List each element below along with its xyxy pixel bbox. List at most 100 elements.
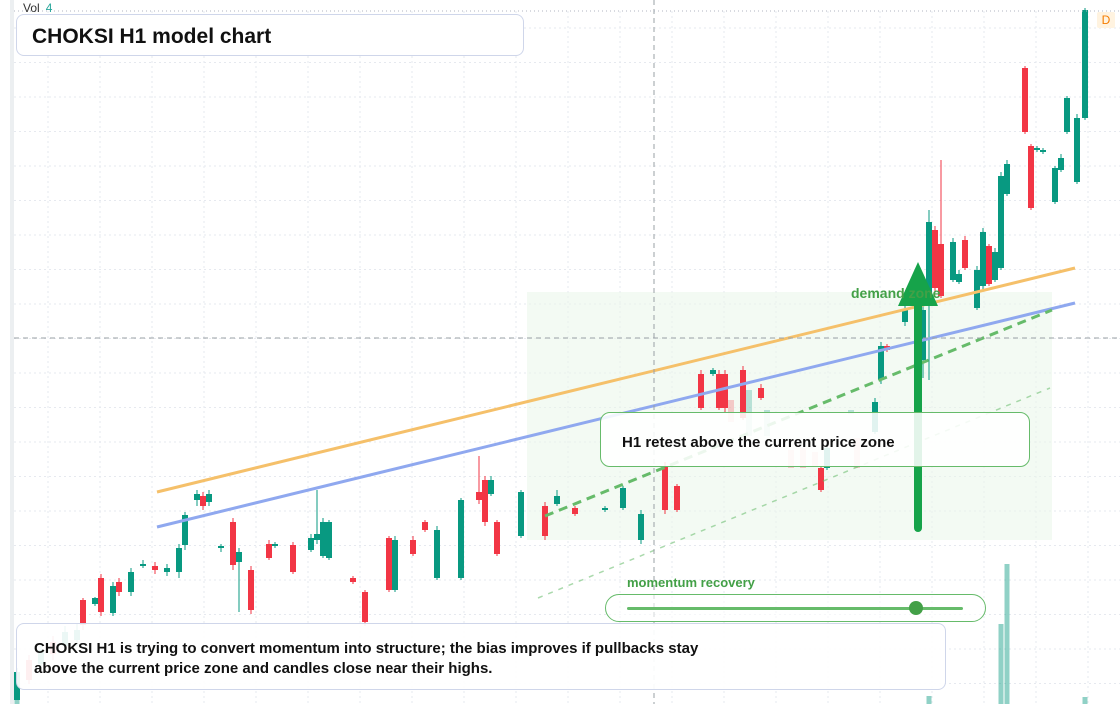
candle: [326, 520, 332, 560]
candle-body: [602, 508, 608, 510]
candle: [974, 266, 980, 310]
candle: [554, 490, 560, 506]
candle-body: [1028, 146, 1034, 208]
candle: [488, 476, 494, 496]
candle: [818, 466, 824, 492]
candle: [110, 582, 116, 616]
candle-body: [494, 522, 500, 554]
volume-value: 4: [45, 1, 53, 15]
candle: [932, 226, 938, 292]
candle: [218, 544, 224, 552]
candle: [572, 506, 578, 516]
candle-body: [164, 568, 170, 572]
candle: [386, 536, 392, 592]
candle: [308, 534, 314, 552]
candle-body: [482, 480, 488, 522]
candle: [434, 526, 440, 580]
candle: [518, 490, 524, 538]
candle-body: [620, 488, 626, 508]
candle: [986, 244, 992, 286]
candle: [758, 384, 764, 400]
candle: [638, 510, 644, 544]
candle: [422, 520, 428, 532]
candle: [392, 536, 398, 592]
candle-body: [698, 374, 704, 408]
candle-body: [206, 494, 212, 502]
candle-body: [758, 388, 764, 398]
candle-body: [1004, 164, 1010, 194]
candle-body: [554, 496, 560, 504]
crosshair: [14, 0, 1120, 704]
candle: [92, 597, 98, 606]
candle-body: [362, 592, 368, 622]
candle-body: [878, 346, 884, 380]
timeframe-badge[interactable]: D: [1097, 12, 1115, 28]
candle-body: [572, 508, 578, 514]
candle-body: [128, 572, 134, 592]
candle: [1082, 8, 1088, 120]
candle: [1004, 160, 1010, 196]
note-text: CHOKSI H1 is trying to convert momentum …: [34, 640, 699, 677]
volume-legend: Vol 4: [23, 1, 52, 15]
candle-body: [176, 548, 182, 572]
candle-body: [956, 274, 962, 282]
candle-body: [1022, 68, 1028, 132]
candle: [410, 536, 416, 556]
candle-body: [98, 578, 104, 612]
candle-body: [638, 514, 644, 540]
candle: [152, 562, 158, 574]
retest-text: H1 retest above the current price zone: [622, 434, 895, 451]
candle-body: [92, 598, 98, 604]
candle-body: [932, 230, 938, 288]
candle-body: [248, 570, 254, 610]
candle: [662, 462, 668, 514]
candle: [350, 576, 356, 584]
candle-body: [392, 540, 398, 590]
volume-label: Vol: [23, 1, 40, 15]
candle-body: [326, 522, 332, 558]
candle-body: [152, 566, 158, 570]
momentum-knob[interactable]: [908, 601, 923, 615]
candle: [362, 590, 368, 626]
candle: [272, 542, 278, 548]
candle: [236, 548, 242, 612]
candle-body: [722, 374, 728, 408]
candle-body: [1034, 148, 1040, 150]
volume-bar: [998, 624, 1004, 704]
candle: [698, 370, 704, 410]
candle-body: [674, 486, 680, 510]
candle-body: [1052, 168, 1058, 202]
volume-bar: [926, 696, 932, 704]
chart-title: CHOKSI H1 model chart: [32, 25, 272, 48]
candle: [266, 540, 272, 560]
candle: [206, 490, 212, 506]
candle-body: [662, 466, 668, 510]
candle-body: [218, 546, 224, 548]
candle-body-faded: [728, 400, 734, 422]
candle-body: [950, 242, 956, 280]
candle-body: [818, 468, 824, 490]
candle: [176, 544, 182, 578]
candle-body: [80, 600, 86, 625]
candle-body: [710, 370, 716, 374]
momentum-slider[interactable]: [605, 594, 986, 622]
candle-body: [422, 522, 428, 530]
candle: [164, 564, 170, 576]
candle-body: [740, 370, 746, 418]
candle: [314, 490, 320, 544]
left-axis-strip: [10, 0, 14, 704]
candle: [1058, 154, 1064, 172]
candle: [938, 160, 944, 298]
candle: [1052, 166, 1058, 204]
candle-body: [236, 552, 242, 562]
candle-body: [1064, 98, 1070, 132]
candle: [740, 366, 746, 420]
candle: [998, 172, 1004, 270]
candle-body: [272, 544, 278, 546]
candle-body: [998, 176, 1004, 268]
candle-body: [116, 582, 122, 592]
candle-body: [290, 545, 296, 572]
candle-body: [920, 310, 926, 360]
candle: [1074, 114, 1080, 184]
candle-body: [1040, 150, 1046, 152]
